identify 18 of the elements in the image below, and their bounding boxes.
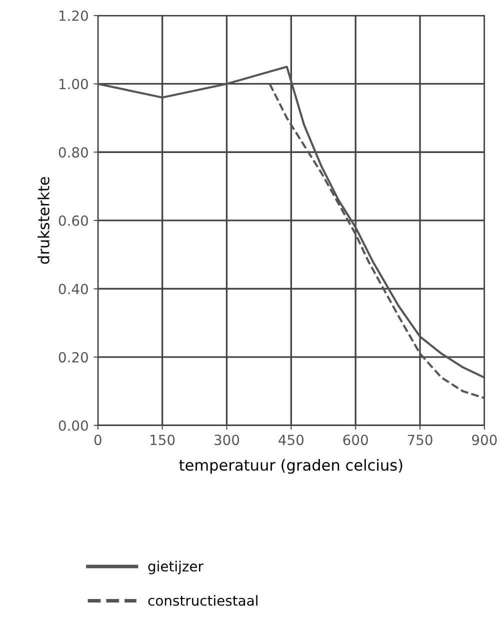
x-tick-label: 750 (408, 434, 432, 446)
y-axis-title: druksterkte (38, 177, 50, 264)
x-tick-label: 300 (214, 434, 240, 446)
x-axis-title: temperatuur (graden celcius) (179, 458, 402, 474)
y-tick-label: 1.20 (59, 10, 88, 21)
legend-label: constructiestaal (148, 595, 258, 606)
x-tick-label: 900 (472, 434, 497, 446)
y-tick-label: 0.00 (58, 420, 88, 431)
x-tick-label: 150 (150, 434, 175, 446)
y-tick-label: 0.40 (58, 284, 88, 294)
legend-label: gietijzer (148, 560, 204, 574)
y-tick-label: 1.00 (59, 78, 88, 90)
y-tick-label: 0.80 (58, 147, 88, 158)
x-tick-label: 600 (343, 434, 368, 446)
x-tick-label: 0 (94, 434, 102, 446)
x-tick-label: 450 (278, 434, 304, 446)
y-tick-label: 0.20 (58, 352, 88, 363)
y-tick-label: 0.60 (58, 215, 88, 226)
